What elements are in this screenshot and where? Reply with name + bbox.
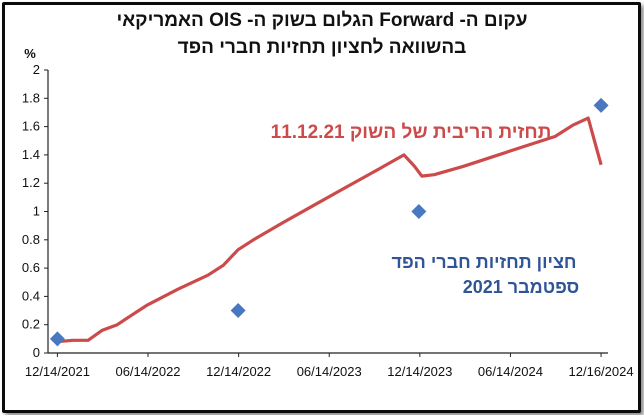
- y-tick-label: 1: [33, 204, 40, 219]
- line-series-annotation: תחזית הריבית של השוק 11.12.21: [271, 122, 552, 143]
- y-tick-label: 1.8: [22, 90, 40, 105]
- market-rate-forecast-line: [57, 116, 603, 344]
- fed-median-point: [411, 204, 427, 219]
- fed-median-point: [593, 97, 609, 113]
- chart-series: [49, 97, 609, 347]
- chart-axes: 0 0.2 0.4 0.6 0.8 1 1.2 1.4 1.6 1.8 2% 12/14/2021 06…: [22, 46, 634, 379]
- y-tick-label: 0.8: [22, 232, 40, 247]
- y-tick-label: 1.6: [22, 119, 40, 134]
- y-tick-label: 0.6: [22, 260, 40, 275]
- points-series-annotation-line-2: ספטמבר 2021: [463, 277, 580, 297]
- fed-median-point: [49, 331, 65, 347]
- x-tick-label: 12/14/2021: [25, 364, 90, 379]
- x-tick-label: 06/14/2024: [478, 364, 543, 379]
- x-tick-label: 12/14/2023: [387, 364, 452, 379]
- y-tick-label: 2: [33, 62, 40, 77]
- x-tick-label: 12/14/2022: [206, 364, 271, 379]
- chart-title-line-2: בהשוואה לחציון תחזיות חברי הפד: [177, 37, 467, 58]
- points-series-annotation-line-1: חציון תחזיות חברי הפד: [391, 252, 576, 272]
- x-tick-label: 12/16/2024: [569, 364, 634, 379]
- x-tick-label: 06/14/2023: [297, 364, 362, 379]
- y-tick-label: 0.4: [22, 288, 40, 303]
- y-tick-label: 1.4: [22, 147, 40, 162]
- fed-median-point: [230, 303, 246, 319]
- y-tick-label: 0.2: [22, 317, 40, 332]
- chart-title-line-1: עקום ה- Forward הגלום בשוק ה- OIS האמריק…: [116, 10, 528, 31]
- y-axis-unit-label: %: [24, 46, 36, 61]
- y-tick-label: 0: [33, 345, 40, 360]
- y-tick-label: 1.2: [22, 175, 40, 190]
- x-tick-label: 06/14/2022: [115, 364, 180, 379]
